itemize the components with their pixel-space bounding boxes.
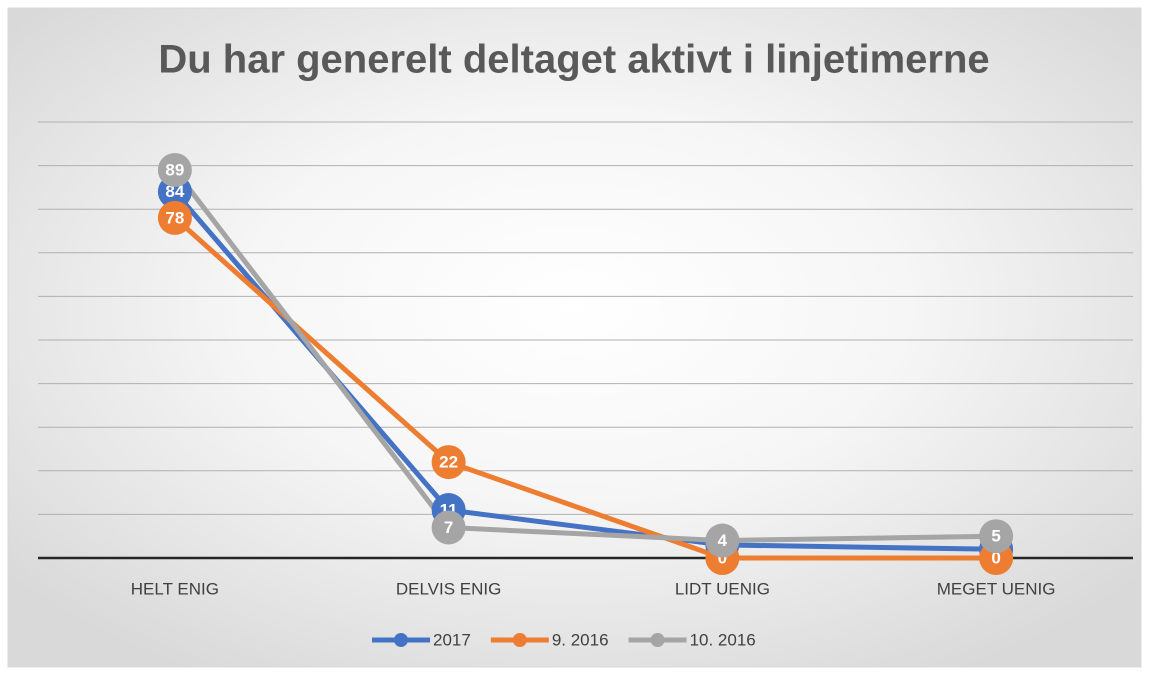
chart-title: Du har generelt deltaget aktivt i linjet… [158, 38, 989, 82]
chart-background [7, 7, 1142, 668]
data-label: 5 [991, 527, 1000, 546]
legend-marker [512, 633, 527, 647]
data-label: 84 [165, 182, 184, 201]
series-line [172, 168, 997, 544]
data-label: 78 [165, 208, 184, 227]
legend-marker [650, 633, 665, 647]
legend-label: 9. 2016 [552, 630, 609, 649]
marker [431, 510, 466, 545]
x-tick-label: MEGET UENIG [937, 579, 1056, 598]
data-label: 22 [439, 453, 458, 472]
x-tick-label: LIDT UENIG [675, 579, 770, 598]
data-label: 4 [718, 531, 728, 550]
data-label: 7 [444, 518, 453, 537]
legend-marker [394, 633, 408, 647]
x-tick-label: DELVIS ENIG [396, 579, 502, 598]
marker [431, 445, 466, 480]
legend-label: 2017 [433, 630, 471, 649]
data-label: 89 [165, 160, 184, 179]
marker [979, 519, 1014, 554]
legend-label: 10. 2016 [690, 630, 756, 649]
series-line [173, 216, 997, 561]
data-label: 0 [991, 548, 1000, 567]
data-label: 0 [718, 548, 727, 567]
x-tick-label: HELT ENIG [131, 579, 219, 598]
marker [157, 200, 192, 235]
marker [157, 152, 192, 187]
marker [705, 523, 740, 558]
